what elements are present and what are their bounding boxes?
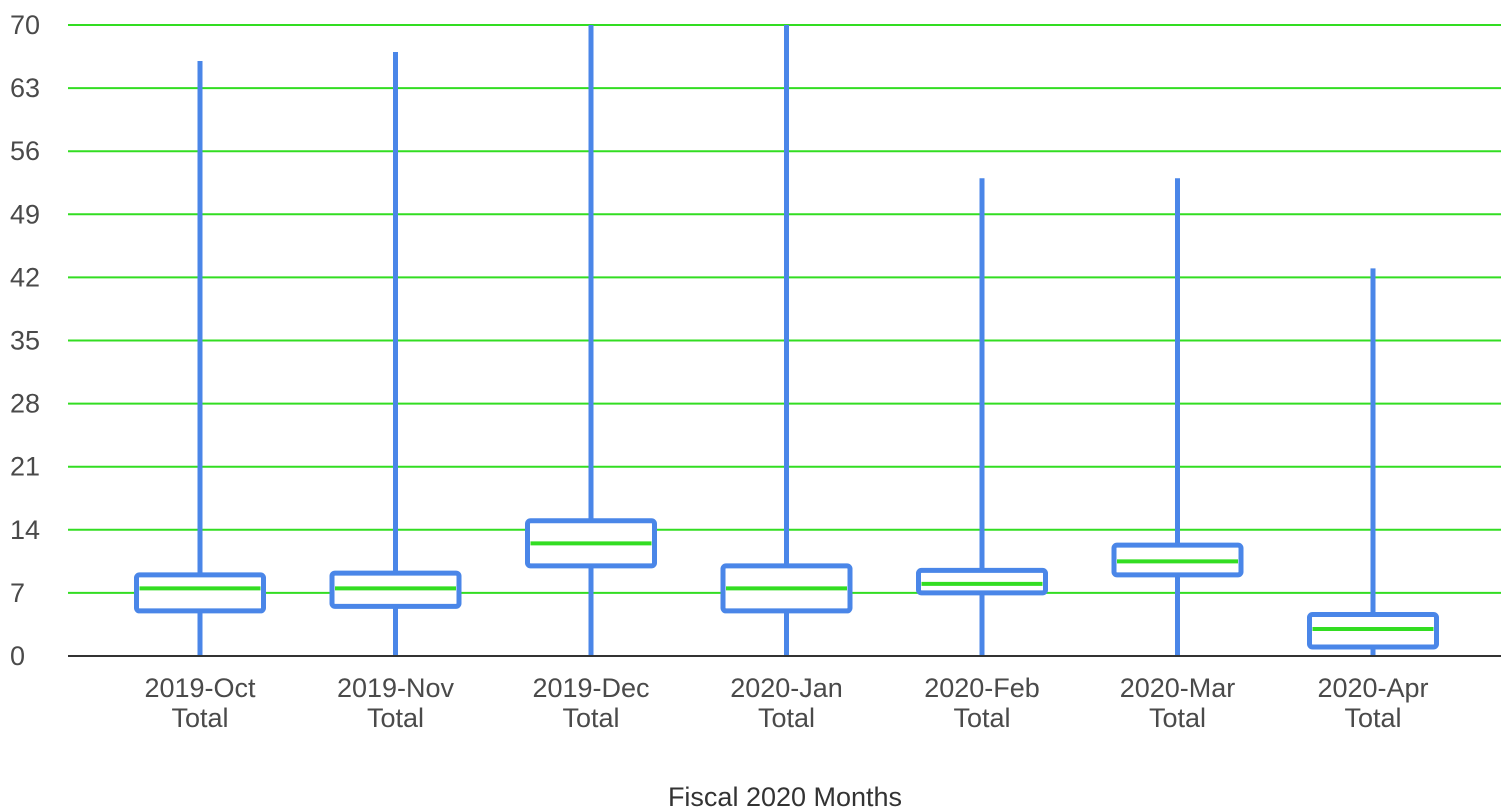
x-tick-label: Total [1149, 703, 1206, 733]
box-group [1111, 178, 1244, 656]
y-tick-label: 0 [10, 641, 25, 671]
x-tick-label: Total [171, 703, 228, 733]
y-tick-label: 14 [10, 515, 40, 545]
x-axis-labels: 2019-OctTotal2019-NovTotal2019-DecTotal2… [144, 673, 1428, 733]
x-tick-label: 2020-Jan [730, 673, 843, 703]
y-tick-label: 70 [10, 10, 40, 40]
x-tick-label: 2019-Nov [337, 673, 455, 703]
x-tick-label: Total [953, 703, 1010, 733]
y-tick-label: 42 [10, 262, 40, 292]
x-axis-title: Fiscal 2020 Months [668, 782, 902, 811]
y-tick-label: 63 [10, 73, 40, 103]
x-tick-label: Total [758, 703, 815, 733]
x-tick-label: 2020-Feb [924, 673, 1040, 703]
x-tick-label: Total [367, 703, 424, 733]
y-tick-label: 35 [10, 326, 40, 356]
box-group [720, 25, 853, 656]
box-series [134, 25, 1439, 656]
y-axis-ticks: 0 7 14 21 28 35 42 49 56 63 70 [10, 10, 40, 671]
box-group [916, 178, 1048, 656]
y-tick-label: 56 [10, 136, 40, 166]
x-tick-label: 2020-Apr [1317, 673, 1428, 703]
x-tick-label: 2019-Dec [532, 673, 649, 703]
x-tick-label: Total [562, 703, 619, 733]
y-tick-label: 28 [10, 389, 40, 419]
x-tick-label: 2020-Mar [1120, 673, 1236, 703]
box-group [134, 61, 266, 656]
x-tick-label: Total [1344, 703, 1401, 733]
box [134, 572, 266, 614]
box [916, 567, 1048, 596]
y-tick-label: 7 [10, 578, 25, 608]
box-group [525, 25, 657, 656]
y-tick-label: 21 [10, 452, 40, 482]
x-tick-label: 2019-Oct [144, 673, 256, 703]
y-tick-label: 49 [10, 199, 40, 229]
box-group [329, 52, 462, 656]
box-group [1307, 268, 1439, 656]
